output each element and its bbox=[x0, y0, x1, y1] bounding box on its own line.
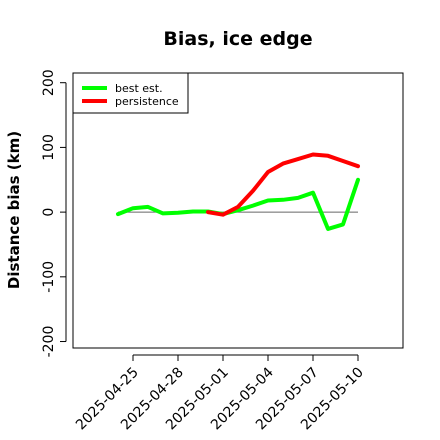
y-tick-label: 100 bbox=[41, 134, 57, 161]
y-tick-label: 200 bbox=[41, 69, 57, 96]
legend-label: persistence bbox=[115, 95, 179, 108]
series-line-best-est bbox=[116, 177, 360, 231]
series-layer bbox=[116, 152, 360, 231]
legend: best est.persistence bbox=[72, 72, 189, 114]
y-tick-label: 0 bbox=[41, 208, 57, 217]
y-axis: -200 -100 0 100 200 bbox=[41, 69, 67, 358]
legend-label: best est. bbox=[115, 82, 163, 95]
y-tick-label: -200 bbox=[41, 326, 57, 358]
chart-title: Bias, ice edge bbox=[163, 28, 312, 50]
x-axis: 2025-04-252025-04-282025-05-012025-05-04… bbox=[73, 354, 367, 433]
y-tick-label: -100 bbox=[41, 261, 57, 293]
series-line-persistence bbox=[206, 152, 360, 217]
legend-box bbox=[72, 72, 189, 114]
plot-frame bbox=[72, 72, 404, 349]
y-axis-label: Distance bias (km) bbox=[5, 131, 23, 289]
